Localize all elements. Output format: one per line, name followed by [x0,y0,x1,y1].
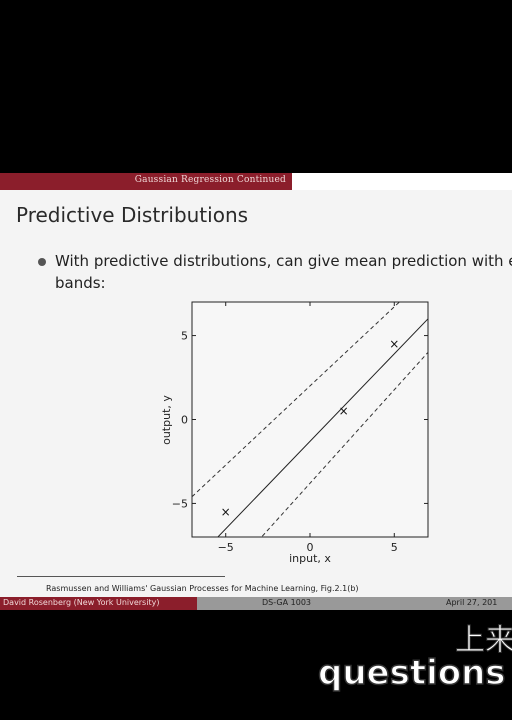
x-tick-label-0: −5 [218,541,234,554]
footer-date: April 27, 201 [446,598,497,607]
predictive-distribution-chart: ×××−5 0 5−505 input, x output, y [150,300,440,565]
section-title: Gaussian Regression Continued [0,175,292,185]
x-axis-label: input, x [289,552,331,565]
footer-author: David Rosenberg (New York University) [3,598,159,607]
bullet-icon [38,258,46,266]
data-point-2: × [389,337,399,351]
bullet-text: With predictive distributions, can give … [55,250,512,294]
header-bar: Gaussian Regression Continued [0,173,512,190]
y-tick-label-0: −5 [172,497,188,510]
data-point-1: × [339,404,349,418]
y-tick-label-1: 0 [181,414,188,427]
footnote-rule [17,576,225,577]
y-axis-label: output, y [160,395,173,445]
subtitle-line-2: questions du [318,653,512,693]
footer-course: DS-GA 1003 [262,598,311,607]
slide-title: Predictive Distributions [16,203,248,227]
bullet-line-2: bands: [55,272,512,294]
data-point-0: × [221,505,231,519]
figure-citation: Rasmussen and Williams' Gaussian Process… [46,584,359,593]
footer-bar: David Rosenberg (New York University) DS… [0,597,512,610]
x-tick-label-2: 5 [391,541,398,554]
bullet-line-1: With predictive distributions, can give … [55,250,512,272]
slide: Gaussian Regression Continued Predictive… [0,173,512,610]
y-tick-label-2: 5 [181,330,188,343]
